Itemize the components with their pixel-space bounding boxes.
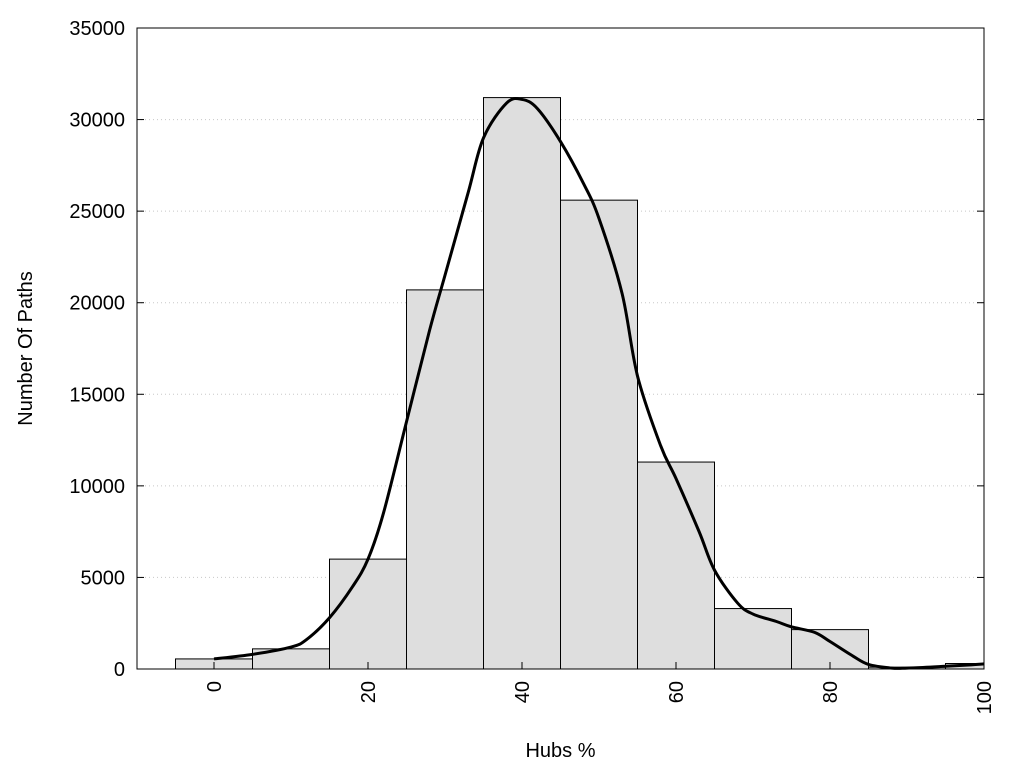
y-axis-label: Number Of Paths [15,271,37,426]
x-tick-label: 100 [974,681,996,714]
plot-frame [136,27,985,670]
density-curve-layer [213,96,985,670]
histogram-bar [406,289,484,670]
x-tick-label: 20 [358,681,380,703]
y-tick-label: 25000 [69,201,125,223]
y-axis-ticks: 0 5000 10000 15000 20000 25000 30000 35000 [69,18,984,681]
histogram-bar [637,461,715,670]
x-axis-label: Hubs % [525,740,595,762]
y-tick-label: 10000 [69,476,125,498]
y-tick-label: 15000 [69,384,125,406]
x-tick-label: 40 [512,681,534,703]
x-tick-label: 80 [820,681,842,703]
density-curve [213,96,985,670]
histogram-bars [175,97,985,670]
y-tick-label: 5000 [81,567,126,589]
x-tick-label: 60 [666,681,688,703]
y-tick-label: 30000 [69,110,125,132]
y-tick-label: 20000 [69,293,125,315]
histogram-bar [714,608,792,670]
y-tick-label: 35000 [69,18,125,40]
y-tick-label: 0 [114,659,125,681]
x-axis-ticks: 0 20 40 60 80 100 [204,662,996,714]
histogram-bar [329,558,407,670]
histogram-bar [560,199,638,670]
histogram-bar [483,97,561,670]
x-tick-label: 0 [204,681,226,692]
